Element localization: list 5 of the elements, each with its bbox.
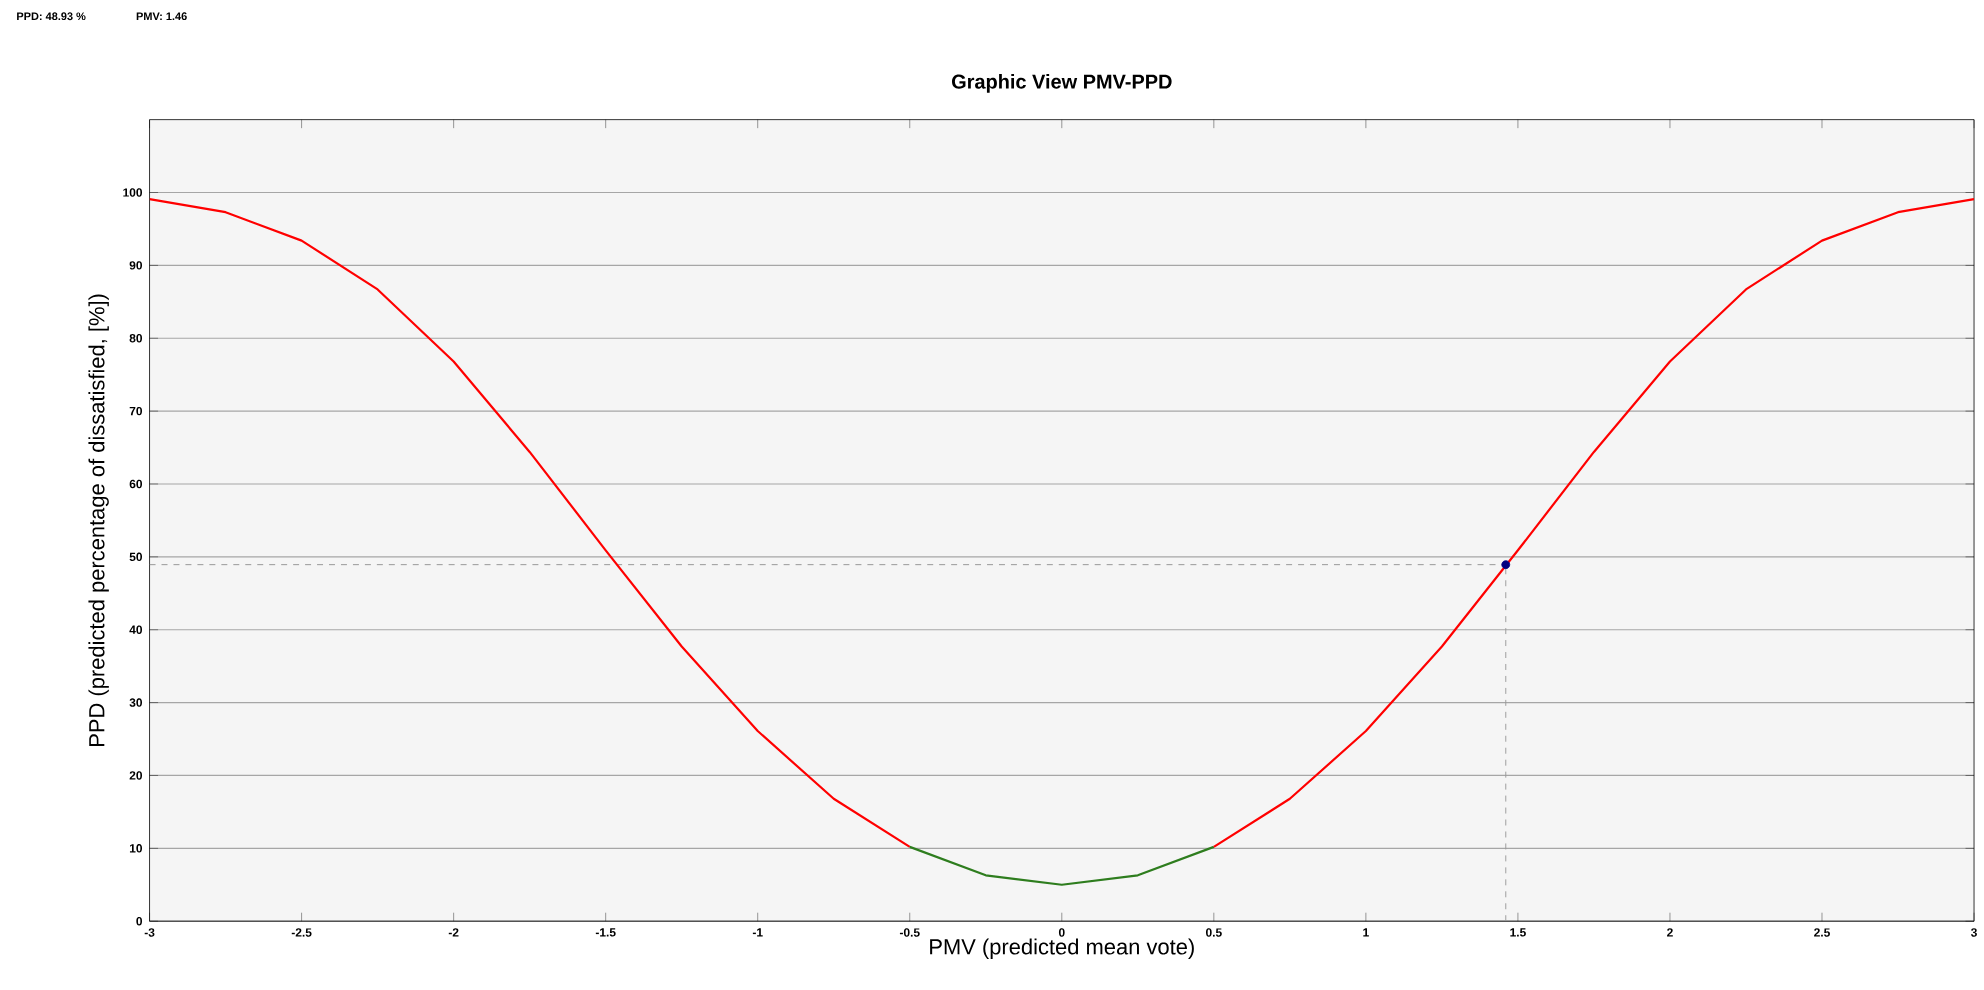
y-axis-title: PPD (predicted percentage of dissatisfied, [%]) [88, 294, 109, 747]
line-series [1212, 198, 1975, 849]
line-series [149, 198, 911, 849]
chart-title: Graphic View PMV-PPD [951, 74, 1172, 94]
x-axis-title: PMV (predicted mean vote) [930, 938, 1194, 960]
